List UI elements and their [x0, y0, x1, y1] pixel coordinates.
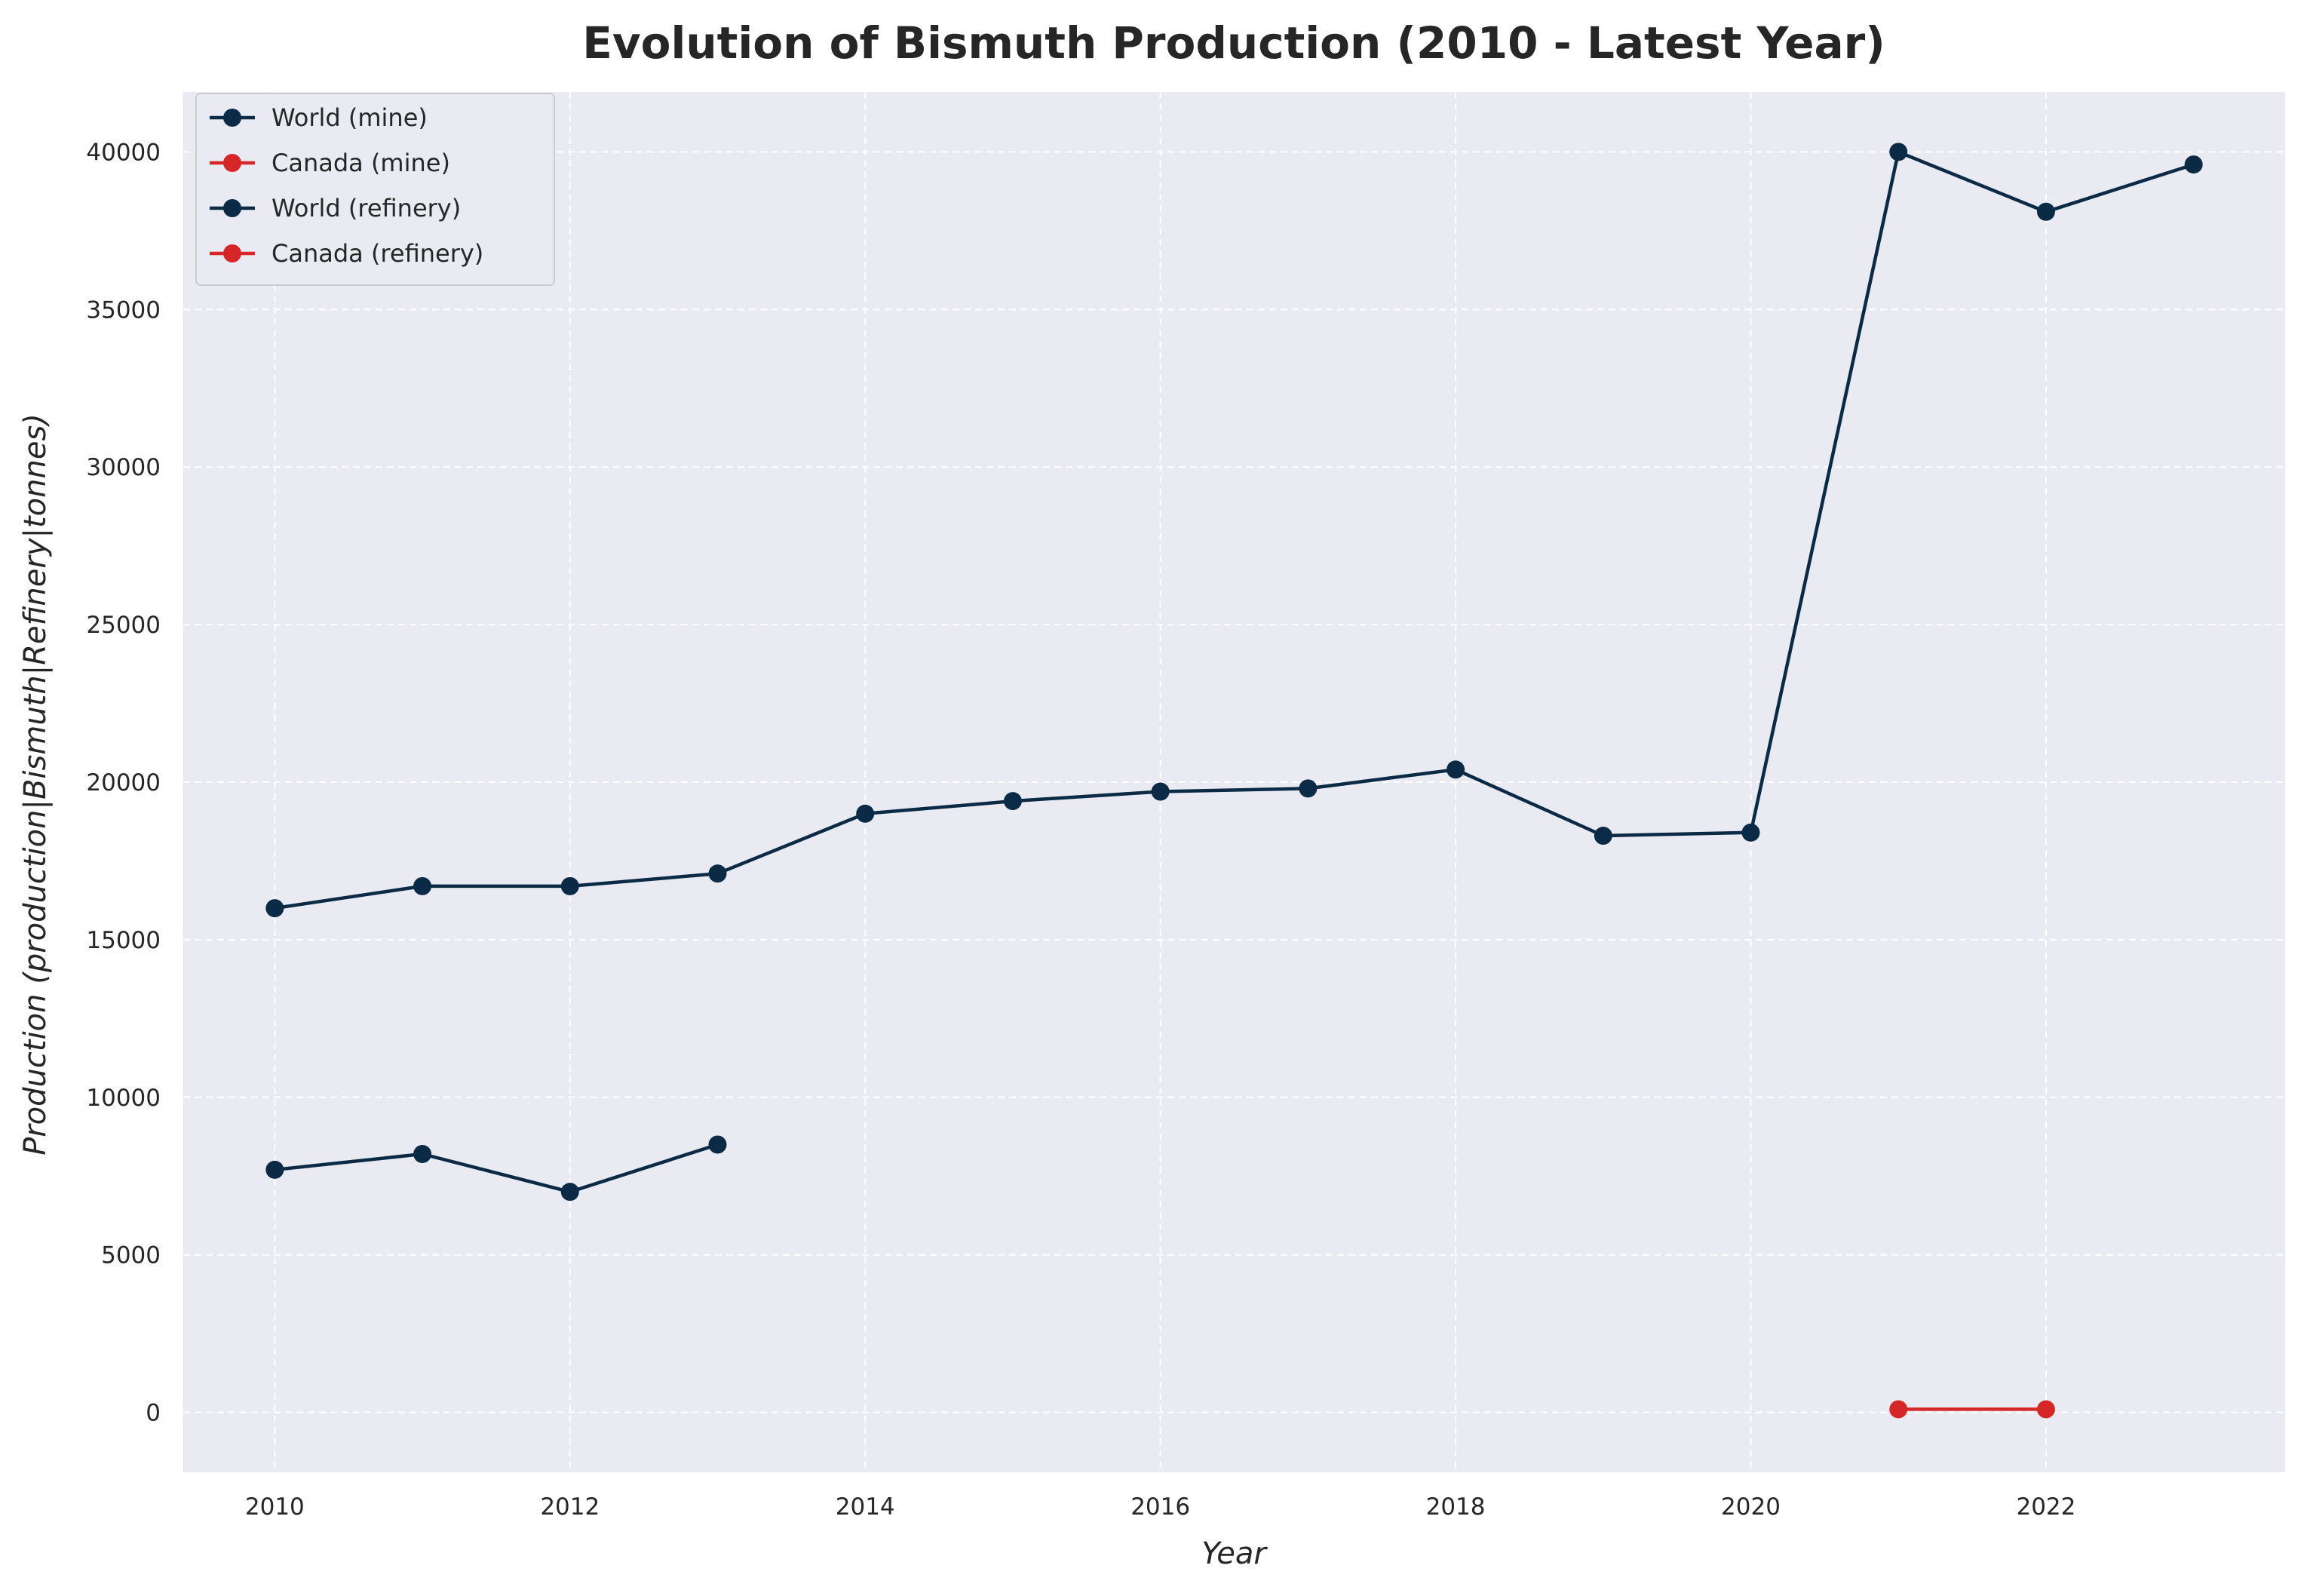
data-point — [1889, 143, 1908, 161]
x-tick-label: 2022 — [2016, 1493, 2075, 1521]
data-point — [1446, 760, 1465, 779]
grid-lines — [183, 92, 2285, 1472]
data-point — [1151, 782, 1170, 801]
series-line — [273, 1143, 719, 1194]
data-point — [1741, 823, 1760, 842]
y-tick-label: 5000 — [101, 1242, 161, 1269]
legend-item: Canada (refinery) — [210, 239, 483, 268]
data-point — [708, 864, 727, 883]
y-axis-label: Production (production|Bismuth|Refinery|… — [18, 413, 53, 1156]
legend-item: World (refinery) — [210, 194, 461, 223]
legend-label: Canada (refinery) — [272, 239, 483, 268]
legend: World (mine) Canada (mine) World (refinery… — [195, 93, 555, 286]
data-point — [856, 804, 875, 823]
data-point — [1594, 827, 1612, 846]
y-tick-label: 20000 — [86, 769, 161, 796]
data-point — [1003, 792, 1022, 811]
chart-title: Evolution of Bismuth Production (2010 - … — [582, 17, 1885, 69]
data-point — [2184, 155, 2203, 174]
legend-marker — [223, 109, 241, 127]
legend-label: Canada (mine) — [272, 149, 450, 177]
x-tick-label: 2014 — [836, 1493, 895, 1521]
x-tick-label: 2020 — [1721, 1493, 1781, 1521]
y-tick-label: 25000 — [86, 612, 161, 639]
x-tick-label: 2018 — [1426, 1493, 1486, 1521]
data-point — [1299, 779, 1318, 798]
x-tick-label: 2016 — [1130, 1493, 1190, 1521]
legend-label: World (mine) — [272, 103, 428, 132]
legend-item: World (mine) — [210, 103, 428, 132]
legend-label: World (refinery) — [272, 194, 461, 223]
data-point — [560, 1183, 579, 1202]
data-point — [413, 876, 432, 895]
x-tick-label: 2010 — [245, 1493, 305, 1521]
legend-marker — [223, 244, 241, 262]
data-point — [2036, 1400, 2055, 1419]
x-axis-ticks: 2010 2012 2014 2016 2018 2020 2022 — [245, 1493, 2076, 1521]
y-tick-label: 40000 — [86, 139, 161, 166]
series-line — [273, 150, 2195, 910]
data-point — [265, 1160, 284, 1179]
series-0 — [265, 1135, 727, 1202]
series-2 — [265, 143, 2203, 918]
plot-area — [183, 92, 2285, 1472]
series-layer — [265, 143, 2203, 1419]
data-point — [2036, 202, 2055, 221]
legend-marker — [223, 154, 241, 172]
data-point — [560, 876, 579, 895]
series-3 — [1889, 1400, 2055, 1419]
y-tick-label: 0 — [146, 1400, 161, 1427]
data-point — [413, 1145, 432, 1164]
data-point — [265, 899, 284, 918]
y-tick-label: 35000 — [86, 296, 161, 324]
data-point — [1889, 1400, 1908, 1419]
legend-box — [195, 93, 555, 286]
x-axis-label: Year — [1201, 1536, 1268, 1571]
data-point — [708, 1135, 727, 1154]
legend-marker — [223, 199, 241, 217]
legend-item: Canada (mine) — [210, 149, 450, 177]
y-tick-label: 10000 — [86, 1085, 161, 1112]
x-tick-label: 2012 — [540, 1493, 600, 1521]
y-tick-label: 30000 — [86, 454, 161, 481]
y-axis-ticks: 0 5000 10000 15000 20000 25000 30000 35000 40000 — [86, 139, 161, 1426]
y-tick-label: 15000 — [86, 927, 161, 954]
